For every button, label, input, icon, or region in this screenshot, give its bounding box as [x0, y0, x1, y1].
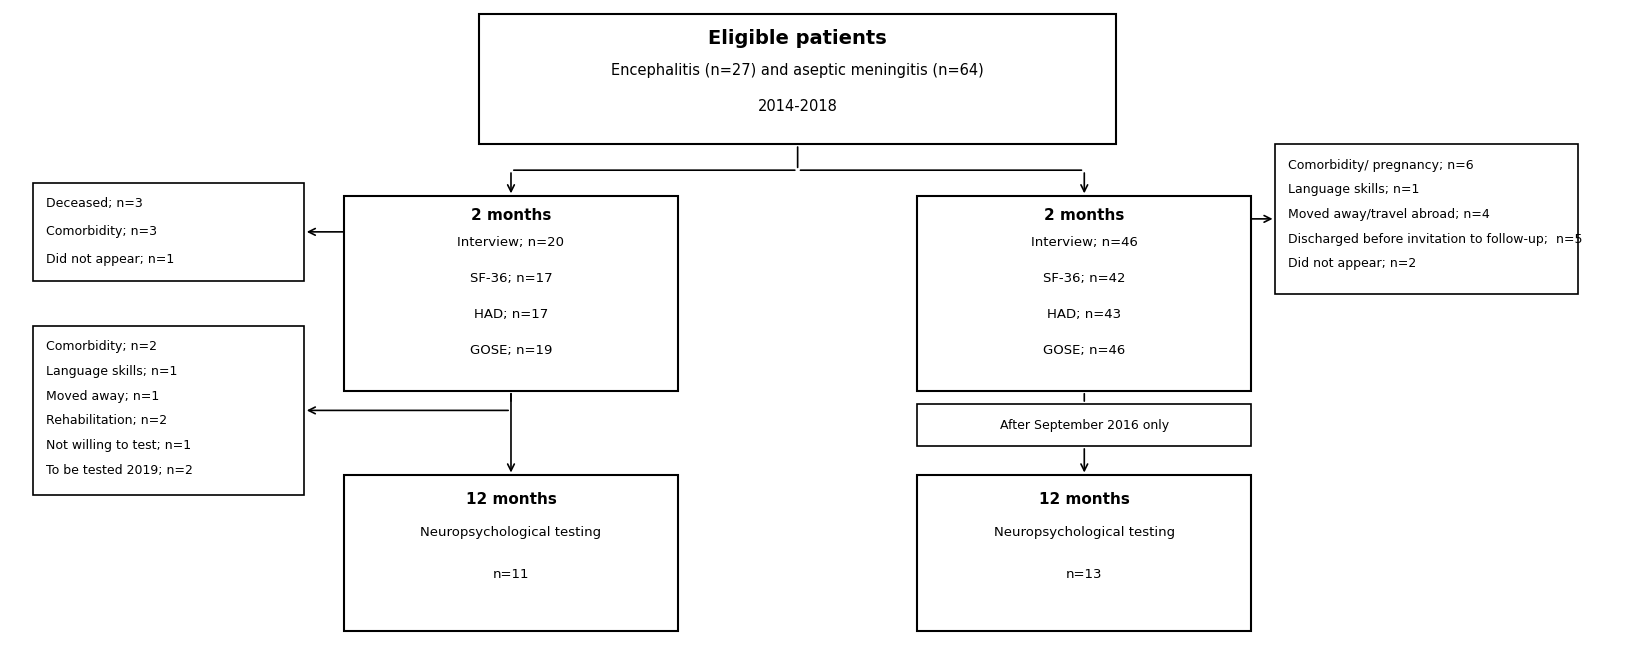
Text: Deceased; n=3: Deceased; n=3: [46, 198, 143, 211]
Text: Language skills; n=1: Language skills; n=1: [46, 365, 178, 378]
Text: GOSE; n=46: GOSE; n=46: [1043, 344, 1125, 357]
Bar: [344, 196, 678, 391]
Text: Comorbidity; n=2: Comorbidity; n=2: [46, 340, 156, 353]
Text: 12 months: 12 months: [1040, 492, 1130, 507]
Bar: [344, 475, 678, 631]
Text: n=11: n=11: [494, 568, 530, 581]
Text: Moved away/travel abroad; n=4: Moved away/travel abroad; n=4: [1288, 208, 1490, 221]
Text: Comorbidity; n=3: Comorbidity; n=3: [46, 226, 156, 239]
Bar: [916, 475, 1252, 631]
Text: GOSE; n=19: GOSE; n=19: [470, 344, 553, 357]
Bar: [33, 183, 304, 280]
Bar: [33, 326, 304, 495]
Bar: [1275, 144, 1578, 293]
Bar: [916, 404, 1252, 446]
Text: HAD; n=17: HAD; n=17: [474, 308, 548, 321]
Text: Language skills; n=1: Language skills; n=1: [1288, 183, 1420, 196]
Text: n=13: n=13: [1066, 568, 1102, 581]
Text: 2 months: 2 months: [470, 208, 551, 223]
Text: Not willing to test; n=1: Not willing to test; n=1: [46, 439, 191, 452]
Text: Did not appear; n=1: Did not appear; n=1: [46, 253, 174, 266]
Text: Did not appear; n=2: Did not appear; n=2: [1288, 257, 1416, 270]
Text: 2 months: 2 months: [1045, 208, 1125, 223]
Text: HAD; n=43: HAD; n=43: [1048, 308, 1122, 321]
Text: 12 months: 12 months: [466, 492, 556, 507]
Text: Moved away; n=1: Moved away; n=1: [46, 390, 160, 403]
Text: Neuropsychological testing: Neuropsychological testing: [421, 526, 602, 539]
Text: Encephalitis (n=27) and aseptic meningitis (n=64): Encephalitis (n=27) and aseptic meningit…: [612, 63, 984, 78]
Text: SF-36; n=17: SF-36; n=17: [470, 272, 553, 285]
Text: 2014-2018: 2014-2018: [758, 98, 837, 113]
Text: Discharged before invitation to follow-up;  n=5: Discharged before invitation to follow-u…: [1288, 233, 1582, 246]
Text: Comorbidity/ pregnancy; n=6: Comorbidity/ pregnancy; n=6: [1288, 158, 1474, 171]
Text: Neuropsychological testing: Neuropsychological testing: [994, 526, 1175, 539]
Text: Rehabilitation; n=2: Rehabilitation; n=2: [46, 414, 168, 427]
Text: To be tested 2019; n=2: To be tested 2019; n=2: [46, 464, 192, 477]
Text: Eligible patients: Eligible patients: [709, 29, 887, 48]
Bar: [916, 196, 1252, 391]
Text: Interview; n=20: Interview; n=20: [457, 237, 564, 250]
Bar: [479, 14, 1117, 144]
Text: After September 2016 only: After September 2016 only: [1000, 419, 1170, 432]
Text: Interview; n=46: Interview; n=46: [1031, 237, 1138, 250]
Text: SF-36; n=42: SF-36; n=42: [1043, 272, 1125, 285]
